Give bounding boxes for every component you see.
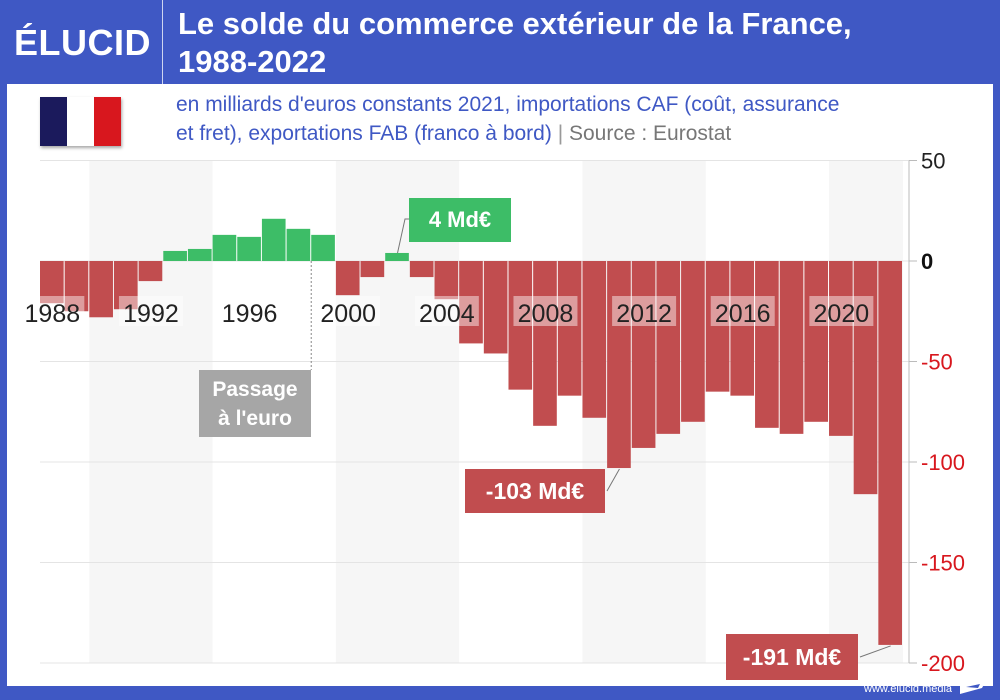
x-tick-label: 2016 <box>715 300 771 328</box>
bar-2020 <box>829 261 853 436</box>
x-label-backdrop <box>118 296 183 326</box>
bar-2002 <box>385 252 409 261</box>
bar-2007 <box>508 261 533 390</box>
subtitle-separator: | <box>557 122 564 145</box>
x-label-backdrop <box>217 296 282 326</box>
footer-url[interactable]: www.elucid.media <box>864 683 953 695</box>
x-tick-label: 1988 <box>25 300 81 328</box>
elucid-logo: ÉLUCID <box>14 22 151 63</box>
bar-1998 <box>286 228 311 261</box>
flag-stripe-blue <box>40 97 67 146</box>
bar-2000 <box>335 261 360 296</box>
bar-2010 <box>582 261 607 418</box>
y-tick-label: -200 <box>921 651 965 676</box>
x-label-backdrop <box>612 296 677 326</box>
bar-2009 <box>557 261 582 396</box>
bar-2017 <box>755 261 779 428</box>
title-line-1: Le solde du commerce extérieur de la Fra… <box>178 6 852 41</box>
x-tick-label: 2004 <box>419 300 475 328</box>
flag-stripe-red <box>94 97 121 146</box>
title-line-2: 1988-2022 <box>178 44 327 79</box>
euro-line-2: à l'euro <box>218 407 292 430</box>
bar-1999 <box>311 234 335 261</box>
source-label: Source : Eurostat <box>569 122 732 145</box>
x-label-backdrop <box>20 296 85 326</box>
bar-1988 <box>40 261 64 304</box>
y-tick-label: -50 <box>921 350 953 375</box>
bar-2019 <box>804 261 829 422</box>
chart-subtitle: en milliards d'euros constants 2021, imp… <box>176 90 976 148</box>
x-label-backdrop <box>710 296 775 326</box>
bar-2014 <box>681 261 705 422</box>
x-tick-label: 1996 <box>222 300 278 328</box>
y-tick-label: 50 <box>921 149 945 174</box>
bar-2021 <box>853 261 878 495</box>
x-label-backdrop <box>316 296 381 326</box>
x-tick-label: 2008 <box>518 300 574 328</box>
bar-2003 <box>409 261 434 278</box>
bar-2006 <box>483 261 508 354</box>
france-flag-icon <box>40 97 121 146</box>
bar-2012 <box>631 261 656 448</box>
bar-2004 <box>434 261 459 300</box>
elucid-mark-icon <box>960 681 986 694</box>
leader-2002 <box>397 218 409 254</box>
x-label-backdrop <box>513 296 578 326</box>
bar-1989 <box>64 261 89 312</box>
x-label-backdrop <box>414 296 479 326</box>
bar-2016 <box>730 261 755 396</box>
background-band <box>89 160 213 663</box>
bar-2005 <box>459 261 483 344</box>
annotation-2022: -191 Md€ <box>726 634 858 680</box>
subtitle-line-2: et fret), exportations FAB (franco à bor… <box>176 122 552 145</box>
bar-2015 <box>705 261 730 392</box>
bar-1990 <box>89 261 113 318</box>
header-divider <box>162 0 163 84</box>
bar-1991 <box>113 261 138 310</box>
annotation-euro: Passage à l'euro <box>199 370 311 437</box>
bar-1996 <box>237 236 261 261</box>
chart-title: Le solde du commerce extérieur de la Fra… <box>178 5 978 81</box>
bar-2011 <box>607 261 631 469</box>
background-band <box>335 160 460 663</box>
leader-2011 <box>606 468 620 492</box>
bar-1995 <box>212 234 237 261</box>
euro-line-1: Passage <box>212 378 298 401</box>
bar-1992 <box>138 261 163 282</box>
bar-2008 <box>533 261 557 426</box>
y-tick-label: -150 <box>921 551 965 576</box>
bar-1994 <box>187 248 212 261</box>
bar-2013 <box>656 261 681 434</box>
subtitle-line-1: en milliards d'euros constants 2021, imp… <box>176 93 840 116</box>
bar-2001 <box>360 261 385 278</box>
x-label-backdrop <box>809 296 874 326</box>
y-tick-label: -100 <box>921 450 965 475</box>
y-tick-label: 0 <box>921 249 933 274</box>
bar-1993 <box>163 250 187 261</box>
x-tick-label: 1992 <box>123 300 179 328</box>
leader-2022 <box>859 645 891 658</box>
annotation-2011: -103 Md€ <box>465 469 605 513</box>
bar-1997 <box>261 218 286 261</box>
header: ÉLUCID Le solde du commerce extérieur de… <box>0 0 1000 84</box>
x-tick-label: 2000 <box>320 300 376 328</box>
annotation-positive: 4 Md€ <box>409 198 511 242</box>
bar-2022 <box>878 261 902 645</box>
flag-stripe-white <box>67 97 94 146</box>
x-tick-label: 2020 <box>814 300 870 328</box>
x-tick-label: 2012 <box>616 300 672 328</box>
bar-2018 <box>779 261 804 434</box>
